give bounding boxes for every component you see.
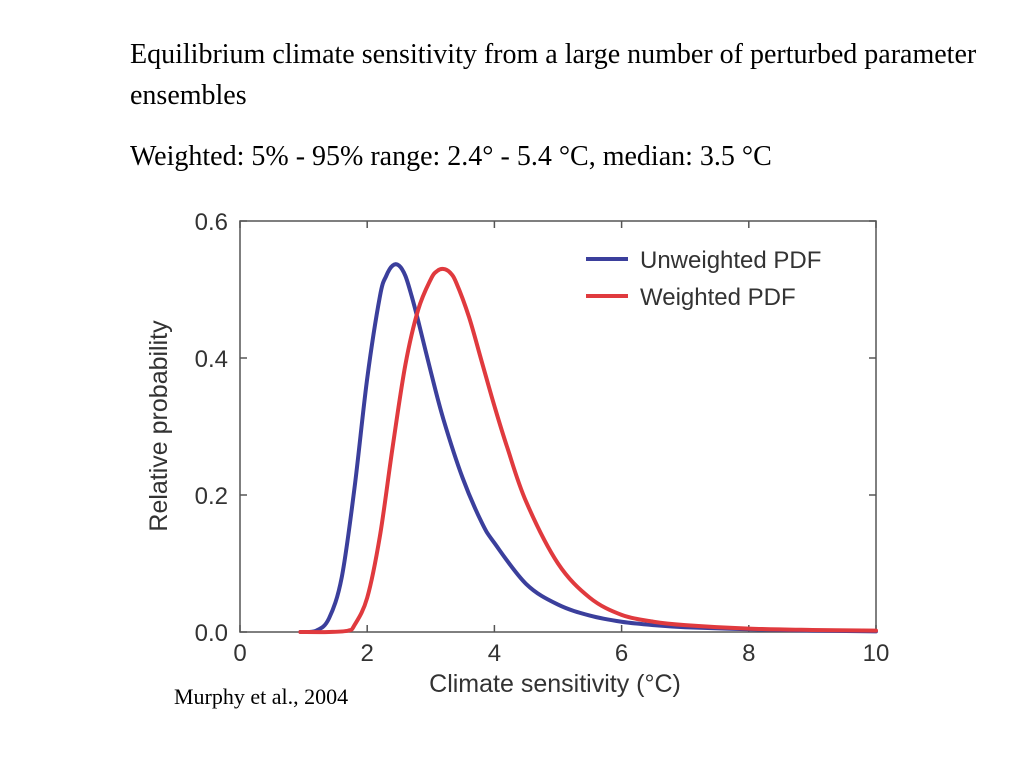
- slide-subtitle: Weighted: 5% - 95% range: 2.4° - 5.4 °C,…: [130, 141, 772, 172]
- y-tick-label: 0.4: [195, 346, 228, 373]
- y-tick-label: 0.2: [195, 483, 228, 510]
- series-line-unweighted: [298, 262, 878, 635]
- x-tick-label: 0: [233, 640, 246, 667]
- citation: Murphy et al., 2004: [174, 684, 349, 709]
- x-tick-label: 2: [361, 640, 374, 667]
- plot-frame: [239, 220, 877, 633]
- legend-label: Unweighted PDF: [640, 247, 821, 274]
- legend-label: Weighted PDF: [640, 284, 796, 311]
- y-tick-label: 0.6: [195, 209, 228, 236]
- x-axis-label: Climate sensitivity (°C): [429, 670, 681, 698]
- x-tick-label: 10: [863, 640, 890, 667]
- y-tick-label: 0.0: [195, 620, 228, 647]
- x-tick-label: 4: [488, 640, 501, 667]
- y-axis-label: Relative probability: [145, 320, 173, 532]
- x-tick-label: 6: [615, 640, 628, 667]
- x-tick-label: 8: [742, 640, 755, 667]
- slide-title: Equilibrium climate sensitivity from a l…: [130, 39, 977, 111]
- series-line-weighted: [298, 266, 878, 635]
